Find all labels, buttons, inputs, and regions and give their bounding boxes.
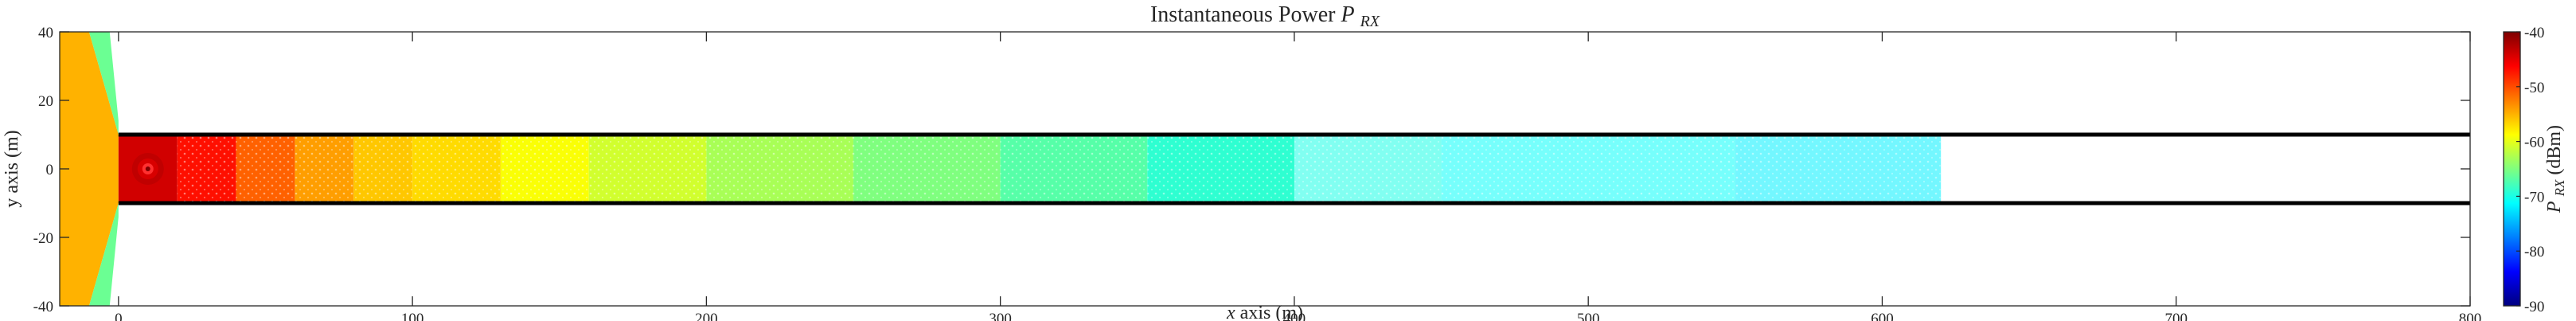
y-axis-label: y axis (m) xyxy=(2,130,22,207)
x-tick-label: 700 xyxy=(2164,311,2188,321)
y-tick-label: -20 xyxy=(33,230,53,247)
field-band-texture xyxy=(1294,135,1442,203)
field-band-texture xyxy=(353,135,413,203)
y-axis: -40 -20 0 20 40 xyxy=(33,25,2470,315)
field-band-texture xyxy=(236,135,295,203)
x-tick-label: 400 xyxy=(1283,311,1306,321)
x-tick-label: 500 xyxy=(1577,311,1600,321)
colorbar-gradient xyxy=(2504,32,2520,306)
colorbar-tick-label: -80 xyxy=(2524,244,2544,260)
plot-area: 0 100 200 300 400 500 600 700 800 -40 -20 0 20 40 xyxy=(33,25,2482,321)
colorbar-tick-label: -70 xyxy=(2524,189,2544,206)
field-outside-edge-upper xyxy=(88,32,119,135)
field-band-texture xyxy=(177,135,236,203)
x-axis-label-symbol: x xyxy=(1226,303,1235,321)
field-band-texture xyxy=(1441,135,1735,203)
colorbar-tick-label: -50 xyxy=(2524,80,2544,96)
x-axis-label: x axis (m) xyxy=(1226,303,1303,321)
x-axis: 0 100 200 300 400 500 600 700 800 xyxy=(115,32,2481,321)
field-band-texture xyxy=(588,135,707,203)
y-tick-label: 40 xyxy=(38,25,53,41)
field-band-texture xyxy=(706,135,854,203)
colorbar-label-subscript: RX xyxy=(2552,179,2567,197)
field-band-texture xyxy=(1147,135,1294,203)
field-band-texture xyxy=(500,135,589,203)
x-axis-label-text: axis (m) xyxy=(1240,303,1303,321)
field-outside-edge-lower xyxy=(88,203,119,306)
field-outside-region xyxy=(60,32,119,306)
transmitter-layer xyxy=(131,153,164,185)
colorbar-tick-label: -60 xyxy=(2524,135,2544,151)
x-tick-label: 0 xyxy=(115,311,123,321)
field-empty-region xyxy=(1941,135,2470,203)
field-band-texture xyxy=(295,135,354,203)
colorbar-ticks: -90 -80 -70 -60 -50 -40 xyxy=(2516,25,2544,315)
colorbar-label: P RX (dBm) xyxy=(2544,125,2569,213)
field-band-texture xyxy=(853,135,1001,203)
x-tick-label: 600 xyxy=(1871,311,1894,321)
colorbar-label-symbol: P xyxy=(2544,201,2565,213)
colorbar-tick-label: -90 xyxy=(2524,299,2544,315)
chart-title-subscript: RX xyxy=(1360,13,1380,30)
x-tick-label: 200 xyxy=(695,311,718,321)
chart-title: Instantaneous Power P RX xyxy=(1150,2,1380,30)
colorbar: -90 -80 -70 -60 -50 -40 xyxy=(2503,25,2544,315)
x-tick-label: 800 xyxy=(2459,311,2482,321)
y-tick-label: -40 xyxy=(33,299,53,315)
field-band-texture xyxy=(412,135,501,203)
field-band-texture xyxy=(1000,135,1148,203)
y-tick-label: 0 xyxy=(46,162,54,178)
chart-title-text: Instantaneous Power xyxy=(1150,2,1336,27)
colorbar-label-unit: (dBm) xyxy=(2544,125,2565,175)
chart-title-symbol: P xyxy=(1340,2,1354,27)
x-tick-label: 300 xyxy=(989,311,1012,321)
field-layer xyxy=(60,32,2470,306)
x-tick-label: 100 xyxy=(401,311,424,321)
transmitter-marker xyxy=(145,166,150,171)
colorbar-tick-label: -40 xyxy=(2524,25,2544,41)
field-band-texture xyxy=(1735,135,1942,203)
y-tick-label: 20 xyxy=(38,93,53,110)
colorbar-frame xyxy=(2503,31,2521,307)
wall-layer xyxy=(118,132,2470,206)
